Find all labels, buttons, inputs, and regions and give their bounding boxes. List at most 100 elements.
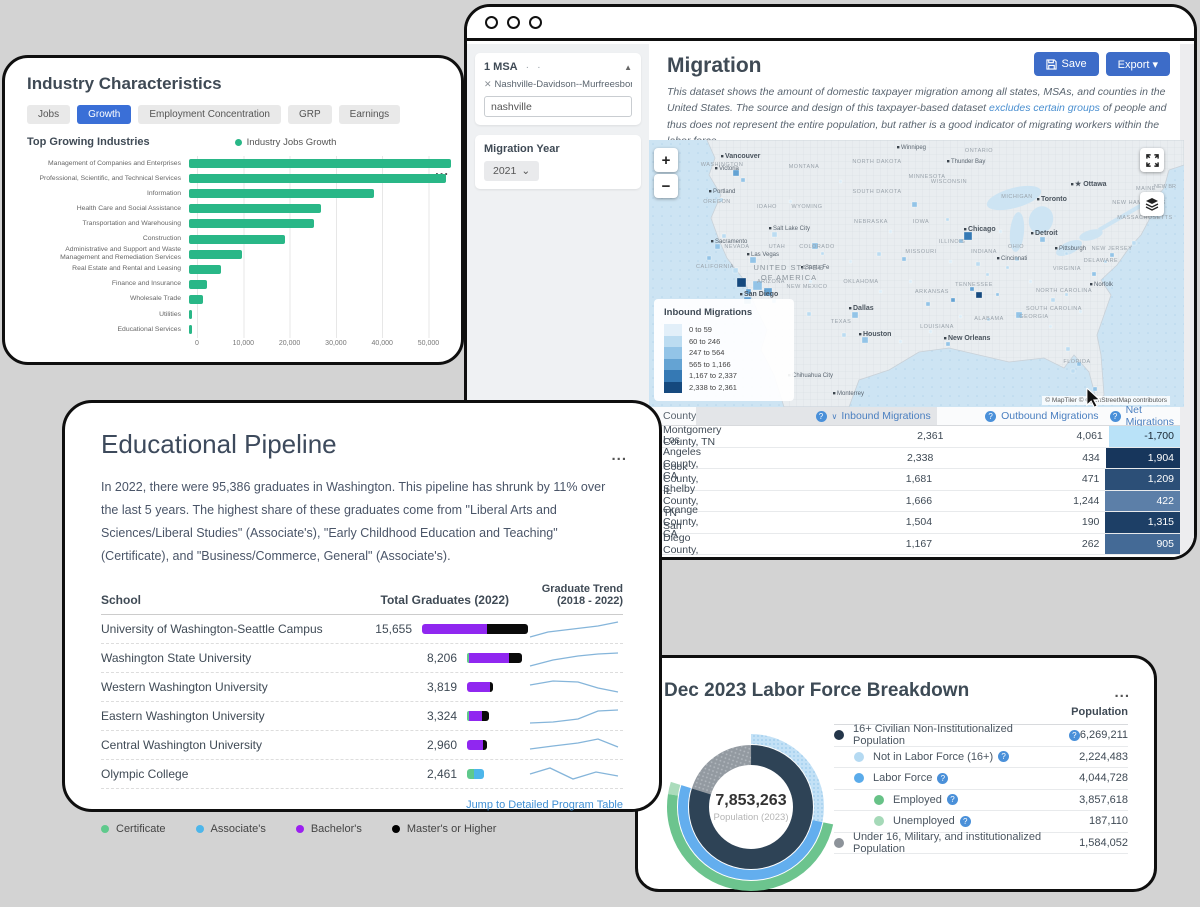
bar-label: Wholesale Trade <box>129 295 181 303</box>
more-menu-icon[interactable]: ... <box>611 447 627 464</box>
bar[interactable] <box>189 325 192 335</box>
more-menu-icon[interactable]: ... <box>1114 684 1130 701</box>
school-row[interactable]: Central Washington University 2,960 <box>101 731 623 760</box>
school-row[interactable]: University of Washington-Seattle Campus 1… <box>101 615 623 644</box>
export-button[interactable]: Export ▾ <box>1105 52 1170 76</box>
remove-tag-icon[interactable]: ✕ <box>484 79 492 89</box>
donut-slice[interactable] <box>657 713 844 900</box>
tab-employment-concentration[interactable]: Employment Concentration <box>138 105 281 124</box>
msa-search-input[interactable] <box>484 96 632 117</box>
bar-label: Educational Services <box>117 325 181 333</box>
donut-slice[interactable] <box>661 717 841 897</box>
svg-text:NORTH CAROLINA: NORTH CAROLINA <box>1036 288 1092 294</box>
school-header[interactable]: School <box>101 592 142 607</box>
labor-force-table: Population 16+ Civilian Non-Institutiona… <box>834 706 1128 855</box>
bar[interactable] <box>189 249 243 259</box>
degree-bar <box>457 681 525 692</box>
bar[interactable] <box>189 219 314 229</box>
bar[interactable] <box>189 189 375 199</box>
save-button[interactable]: Save <box>1033 52 1099 76</box>
layers-button[interactable] <box>1140 192 1164 216</box>
jump-to-program-table-link[interactable]: Jump to Detailed Program Table <box>466 798 623 811</box>
svg-text:WYOMING: WYOMING <box>792 204 823 210</box>
msa-count: 1 MSA <box>484 61 518 73</box>
bar-label: Utilities <box>159 310 181 318</box>
page-title: Migration <box>667 54 762 77</box>
help-icon[interactable]: ? <box>985 410 997 422</box>
choropleth-map[interactable]: WASHINGTON MONTANA NORTH DAKOTA MINNESOTA OR… <box>649 140 1184 407</box>
legend-label: Master's or Higher <box>406 822 497 835</box>
city-labels: Vancouver Victoria Portland Winnipeg Thunder… <box>709 145 1114 397</box>
bar[interactable] <box>189 309 193 319</box>
legend-label: Certificate <box>116 822 166 835</box>
bar-row: Utilities <box>27 307 451 322</box>
tab-grp[interactable]: GRP <box>287 105 332 124</box>
tab-earnings[interactable]: Earnings <box>338 105 401 124</box>
donut-slice[interactable] <box>670 726 831 887</box>
school-row[interactable]: Washington State University 8,206 <box>101 644 623 673</box>
zoom-out-button[interactable]: − <box>654 174 678 198</box>
migration-table: County ? ∨ Inbound Migrations ? Outbound Mi… <box>649 404 1180 557</box>
bar[interactable] <box>189 264 222 274</box>
labor-row: Unemployed? 187,110 <box>834 811 1128 833</box>
bar-row: Educational Services <box>27 322 451 337</box>
school-row[interactable]: Western Washington University 3,819 <box>101 673 623 702</box>
labor-row-label: Labor Force <box>873 772 933 785</box>
fullscreen-button[interactable] <box>1140 148 1164 172</box>
degree-bar <box>457 652 525 663</box>
svg-text:MASSACHUSETTS: MASSACHUSETTS <box>1117 215 1172 221</box>
inbound-cell: 1,681 <box>905 473 933 486</box>
inbound-cell: 1,666 <box>905 494 933 507</box>
year-dropdown[interactable]: 2021 ⌄ <box>484 161 540 181</box>
bar[interactable] <box>189 174 447 184</box>
donut-slice[interactable] <box>678 734 824 880</box>
msa-tag[interactable]: ✕Nashville-Davidson--Murfreesboro--Frank… <box>484 79 632 90</box>
bar-row: Finance and Insurance <box>27 277 451 292</box>
help-icon[interactable]: ? <box>1109 410 1121 422</box>
inbound-header[interactable]: ? ∨ Inbound Migrations <box>696 407 937 425</box>
table-row[interactable]: Montgomery County, TN 2,361 4,061 -1,700 <box>649 424 1180 448</box>
svg-text:ILLINOIS: ILLINOIS <box>939 239 966 245</box>
net-header[interactable]: ? Net Migrations <box>1105 404 1180 428</box>
county-choropleth-squares <box>706 169 1137 392</box>
total-graduates-header[interactable]: Total Graduates (2022) <box>380 592 509 607</box>
bar-label: Management of Companies and Enterprises <box>48 159 181 167</box>
series-dot-icon <box>834 730 844 741</box>
school-row[interactable]: Eastern Washington University 3,324 <box>101 702 623 731</box>
help-icon[interactable]: ? <box>946 794 958 806</box>
legend-bin-label: 565 to 1,166 <box>689 359 731 369</box>
tab-growth[interactable]: Growth <box>77 105 132 124</box>
school-row[interactable]: Olympic College 2,461 <box>101 760 623 789</box>
window-button-icon[interactable] <box>529 16 542 29</box>
total-graduates: 8,206 <box>426 650 457 665</box>
table-row[interactable]: San Diego County, CA 1,167 262 905 <box>649 520 1180 557</box>
help-icon[interactable]: ? <box>959 815 971 827</box>
degree-segment-bachelor <box>467 739 483 750</box>
outbound-header[interactable]: ? Outbound Migrations <box>937 407 1105 425</box>
bar[interactable] <box>189 204 321 214</box>
collapse-icon[interactable]: ▲ <box>624 62 632 72</box>
help-icon[interactable]: ? <box>1068 729 1080 741</box>
county-header[interactable]: County <box>663 410 697 422</box>
bar[interactable] <box>189 234 285 244</box>
map-legend: Inbound Migrations 0 to 59 60 to 246 247 t… <box>654 299 794 401</box>
legend-dot-icon <box>295 824 304 833</box>
window-button-icon[interactable] <box>485 16 498 29</box>
help-icon[interactable]: ? <box>815 410 827 422</box>
bar[interactable] <box>189 159 451 169</box>
bar[interactable] <box>189 294 203 304</box>
bar[interactable] <box>189 279 207 289</box>
zoom-in-button[interactable]: + <box>654 148 678 172</box>
help-icon[interactable]: ? <box>998 751 1010 763</box>
tab-jobs[interactable]: Jobs <box>27 105 71 124</box>
trend-header[interactable]: Graduate Trend (2018 - 2022) <box>541 582 623 607</box>
excluded-groups-link[interactable]: excludes certain groups <box>989 102 1100 115</box>
help-icon[interactable]: ? <box>937 772 949 784</box>
window-button-icon[interactable] <box>507 16 520 29</box>
legend-dot-icon <box>234 138 242 146</box>
svg-text:GEORGIA: GEORGIA <box>1019 314 1048 320</box>
